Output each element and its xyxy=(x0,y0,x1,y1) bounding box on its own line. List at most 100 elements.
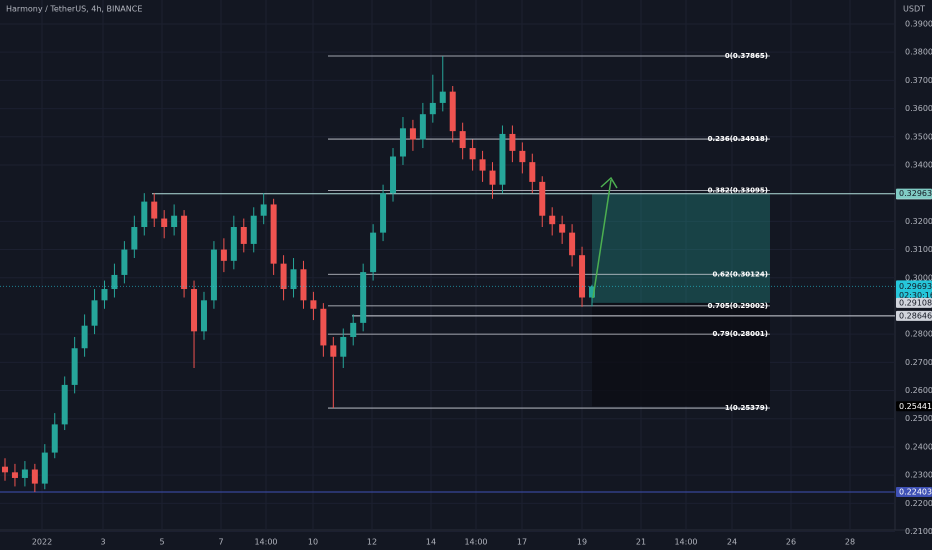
candle-body xyxy=(469,148,476,160)
candle-body xyxy=(370,232,377,273)
price-tag xyxy=(896,297,932,308)
fib-label: 0.236(0.34918) xyxy=(708,135,768,143)
price-tag xyxy=(896,310,932,321)
candle-body xyxy=(181,215,188,290)
candle-body xyxy=(519,150,526,163)
x-tick-label: 14 xyxy=(426,538,436,547)
candle-body xyxy=(81,325,88,349)
price-tag-label: 0.32963 xyxy=(899,189,932,198)
candle-body xyxy=(61,384,68,425)
candle-body xyxy=(539,181,546,216)
candle-body xyxy=(141,201,148,227)
candle-body xyxy=(210,249,217,301)
candle-body xyxy=(300,269,307,301)
candle-body xyxy=(509,133,516,151)
x-tick-label: 3 xyxy=(100,538,105,547)
x-tick-label: 24 xyxy=(727,538,737,547)
candle-body xyxy=(191,289,198,332)
candle-body xyxy=(350,322,357,337)
candle-body xyxy=(220,249,227,261)
candle-body xyxy=(131,226,138,250)
candle-body xyxy=(41,452,48,484)
candle-body xyxy=(101,289,108,301)
candle-body xyxy=(449,91,456,132)
price-tag-label: 0.22403 xyxy=(899,487,932,496)
candle-body xyxy=(529,162,536,182)
forecast-arrow xyxy=(592,176,618,299)
candle-body xyxy=(499,133,506,185)
candle-body xyxy=(489,170,496,185)
candle-body xyxy=(429,102,436,115)
candle-body xyxy=(250,215,257,244)
price-tag-label: 0.25441 xyxy=(899,402,932,411)
candle-body xyxy=(589,286,595,298)
candle-body xyxy=(270,204,277,264)
candle-body xyxy=(260,204,267,216)
fib-label: 0.705(0.29002) xyxy=(708,302,768,310)
x-tick-label: 19 xyxy=(577,538,587,547)
target-zone xyxy=(592,194,770,303)
candle-body xyxy=(390,156,397,194)
candle-body xyxy=(439,91,446,103)
x-tick-label: 14:00 xyxy=(464,538,487,547)
candle-body xyxy=(31,469,38,484)
candle-body xyxy=(280,263,287,290)
candle-body xyxy=(240,226,247,244)
fib-label: 1(0.25379) xyxy=(725,404,768,412)
fib-label: 0.382(0.33095) xyxy=(708,186,768,194)
candle-body xyxy=(121,249,128,275)
candle-body xyxy=(340,336,347,357)
candle-body xyxy=(549,215,556,225)
x-tick-label: 12 xyxy=(367,538,377,547)
x-tick-label: 14:00 xyxy=(254,538,277,547)
candle-body xyxy=(579,255,586,298)
arrow-head xyxy=(600,176,618,189)
price-tag xyxy=(896,188,932,199)
x-tick-label: 7 xyxy=(218,538,223,547)
fib-label: 0.79(0.28001) xyxy=(712,330,768,338)
candle-body xyxy=(419,114,426,140)
x-tick-label: 10 xyxy=(308,538,318,547)
candle-body xyxy=(71,348,78,385)
stop-zone xyxy=(592,302,770,407)
last-price-label: 0.29693 xyxy=(899,282,932,291)
candle-body xyxy=(2,466,8,473)
price-tag-label: 0.28646 xyxy=(899,311,932,320)
x-tick-label: 28 xyxy=(845,538,855,547)
candle-body xyxy=(21,469,28,478)
x-tick-label: 2022 xyxy=(32,538,52,547)
candle-body xyxy=(459,131,466,149)
x-tick-label: 21 xyxy=(636,538,646,547)
fib-label: 0.62(0.30124) xyxy=(712,270,768,278)
candle-body xyxy=(380,193,387,233)
candle-body xyxy=(559,224,566,233)
y-tick-label: 0.21000 xyxy=(905,527,932,536)
candle-body xyxy=(151,201,158,219)
countdown: 02:30:16 xyxy=(899,291,932,300)
price-tag xyxy=(896,486,932,497)
last-price-tag xyxy=(896,280,932,302)
plot xyxy=(0,55,895,493)
currency-label: USDT xyxy=(903,5,925,14)
candle-body xyxy=(320,308,327,346)
candle-body xyxy=(200,300,207,332)
candle-body xyxy=(290,269,297,290)
candle-body xyxy=(230,226,237,261)
x-tick-label: 26 xyxy=(786,538,796,547)
chart-title: Harmony / TetherUS, 4h, BINANCE xyxy=(6,5,142,14)
candle-body xyxy=(360,272,367,323)
price-tag xyxy=(896,401,932,412)
